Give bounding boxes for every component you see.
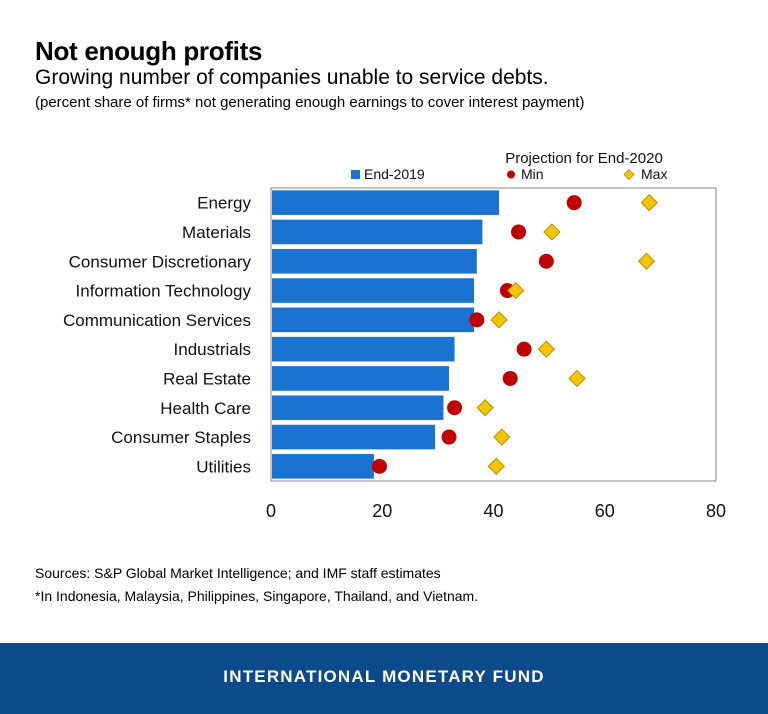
category-label-3: Information Technology [76,282,252,301]
legend-swatch-end-2019 [351,170,360,179]
bar-chart: Energy Materials Consumer Discretionary Inf… [63,150,726,521]
chart-note: (percent share of firms* not generating … [35,94,585,111]
min-marker-0 [566,195,582,211]
legend-label-end-2019: End-2019 [364,166,425,182]
max-marker-1 [543,223,561,241]
sources-text: Sources: S&P Global Market Intelligence;… [35,565,441,581]
min-marker-1 [511,224,527,240]
min-marker-2 [538,253,554,269]
bar-9 [272,454,374,479]
x-tick-label-1: 20 [372,501,392,521]
org-name: INTERNATIONAL MONETARY FUND [223,667,545,686]
max-marker-3 [507,281,525,300]
legend-swatch-max [623,168,635,181]
category-label-8: Consumer Staples [111,428,251,447]
bar-1 [272,219,483,245]
x-tick-label-4: 80 [706,501,726,521]
max-marker-4 [490,311,508,329]
footnote-text: *In Indonesia, Malaysia, Philippines, Si… [35,588,479,604]
category-label-2: Consumer Discretionary [69,252,252,271]
max-marker-0 [640,193,658,212]
min-marker-5 [516,341,532,357]
legend-swatch-min [507,170,515,179]
category-label-1: Materials [182,223,251,242]
min-marker-7 [447,400,463,416]
bar-5 [272,336,455,362]
x-tick-label-0: 0 [266,501,276,521]
x-tick-label-2: 40 [483,501,503,521]
max-marker-6 [568,369,586,388]
category-label-6: Real Estate [163,369,251,388]
max-marker-5 [537,340,556,358]
bar-3 [272,278,475,303]
bar-7 [272,395,444,421]
max-marker-9 [487,457,505,476]
legend-label-min: Min [521,166,544,182]
max-marker-2 [637,252,656,270]
min-marker-9 [371,458,387,474]
min-marker-8 [441,429,457,445]
max-marker-7 [476,399,494,417]
footer-band: INTERNATIONAL MONETARY FUND [0,643,768,714]
chart-subtitle: Growing number of companies unable to se… [35,66,549,89]
max-marker-8 [493,428,511,446]
legend-title: Projection for End-2020 [505,150,663,167]
category-label-5: Industrials [174,340,251,359]
category-label-4: Communication Services [63,311,251,330]
bar-6 [272,366,449,391]
legend-label-max: Max [641,166,667,182]
min-marker-6 [502,370,518,386]
category-label-7: Health Care [160,399,251,418]
category-label-9: Utilities [196,457,251,476]
category-label-0: Energy [197,194,251,213]
bar-0 [272,190,500,215]
x-tick-label-3: 60 [595,501,615,521]
bar-4 [272,307,475,333]
min-marker-4 [469,312,485,328]
bar-2 [272,248,477,274]
bar-8 [272,424,436,450]
plot-area [270,187,717,482]
chart-title: Not enough profits [35,36,263,66]
